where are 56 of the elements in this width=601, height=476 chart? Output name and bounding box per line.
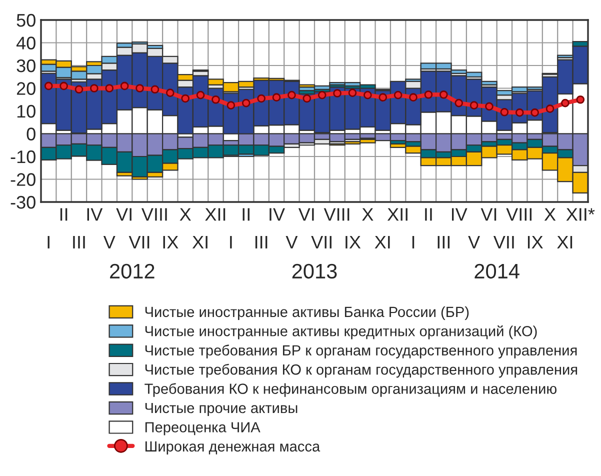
x-tick-label: VIII: [506, 208, 532, 221]
legend-label: Широкая денежная масса: [145, 441, 320, 454]
x-tick-label: VII: [128, 236, 150, 248]
x-tick-label: IX: [528, 236, 543, 248]
x-tick-label: IX: [163, 236, 178, 248]
x-tick-label: IV: [452, 208, 468, 221]
x-tick-label: VII: [493, 236, 514, 248]
y-tick-label: -20: [10, 173, 36, 186]
text: 2012: [110, 264, 154, 279]
y-tick-label: 40: [16, 36, 36, 50]
x-tick-label: VI: [116, 208, 132, 221]
y-tick-label: 10: [17, 104, 36, 118]
y-tick-label: 50: [16, 14, 36, 27]
x-tick-label: II: [425, 208, 432, 221]
x-tick-label: IX: [346, 236, 361, 248]
x-tick-label: V: [468, 236, 480, 248]
x-tick-label: X: [180, 208, 191, 221]
x-tick-label: II: [60, 208, 68, 221]
x-tick-label: X: [544, 208, 556, 221]
x-tick-label: VI: [298, 208, 314, 221]
x-tick-label: XII: [387, 208, 408, 221]
x-tick-label: XI: [374, 236, 390, 248]
legend-label: Чистые иностранные активы кредитных организаций (КО): [145, 325, 537, 340]
x-tick-label: I: [48, 236, 50, 248]
x-tick-label: I: [412, 236, 414, 248]
x-tick-label: III: [73, 236, 85, 248]
x-tick-label: V: [286, 236, 298, 248]
x-tick-label: VIII: [324, 208, 350, 221]
x-tick-label: IV: [270, 208, 285, 221]
text: 2013: [292, 264, 337, 279]
legend-label: Чистые прочие активы: [145, 402, 298, 416]
legend-label: Чистые иностранные активы Банка России (БР): [145, 306, 469, 320]
legend-label: Переоценка ЧИА: [145, 422, 260, 436]
x-tick-label: XII*: [566, 208, 595, 221]
x-tick-label: V: [103, 236, 116, 248]
x-tick-label: IV: [87, 208, 103, 221]
x-tick-label: VIII: [141, 208, 167, 221]
x-tick-label: I: [230, 236, 232, 248]
x-tick-label: X: [362, 208, 374, 221]
x-tick-label: III: [438, 236, 450, 248]
x-tick-label: VI: [480, 208, 496, 221]
x-tick-label: XI: [557, 236, 572, 248]
x-tick-label: XII: [205, 208, 226, 221]
y-tick-label: 20: [16, 82, 36, 95]
legend-label: Чистые требования КО к органам государственного управления: [145, 364, 578, 378]
x-tick-label: VII: [311, 236, 332, 248]
y-tick-label: -30: [10, 196, 36, 209]
x-tick-label: III: [255, 236, 268, 248]
x-tick-label: II: [242, 208, 250, 221]
legend-label: Требования КО к нефинансовым организациям и населению: [144, 383, 556, 397]
y-tick-label: -10: [10, 150, 36, 164]
legend-label: Чистые требования БР к органам государственного управления: [145, 344, 577, 358]
text: 2014: [474, 264, 520, 279]
y-tick-label: 30: [16, 59, 36, 72]
y-tick-label: 0: [26, 128, 36, 140]
x-tick-label: XI: [192, 236, 208, 248]
